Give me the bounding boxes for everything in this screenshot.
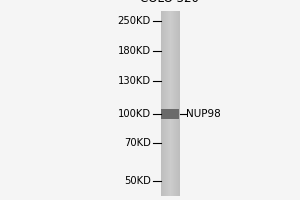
Bar	[166, 11, 167, 196]
Bar	[174, 11, 175, 196]
Bar	[170, 11, 171, 196]
Bar	[165, 11, 166, 196]
Bar	[178, 11, 179, 196]
Bar	[172, 11, 173, 196]
Text: 70KD: 70KD	[124, 138, 151, 148]
Text: 130KD: 130KD	[118, 76, 151, 86]
Bar	[169, 11, 170, 196]
Bar	[175, 11, 176, 196]
Bar	[169, 11, 170, 196]
Bar	[176, 11, 177, 196]
Text: 50KD: 50KD	[124, 176, 151, 186]
Bar	[164, 11, 165, 196]
Text: COLO 320: COLO 320	[140, 0, 199, 5]
Bar	[177, 11, 178, 196]
Bar	[171, 11, 172, 196]
Text: 250KD: 250KD	[117, 16, 151, 26]
Text: 100KD: 100KD	[118, 109, 151, 119]
Bar	[173, 11, 174, 196]
Bar	[161, 109, 179, 119]
Bar	[161, 11, 162, 196]
Bar	[163, 11, 164, 196]
Bar	[162, 11, 163, 196]
Bar	[167, 11, 168, 196]
Bar	[168, 11, 169, 196]
Bar	[179, 11, 180, 196]
Bar	[160, 11, 161, 196]
Text: 180KD: 180KD	[118, 46, 151, 56]
Text: NUP98: NUP98	[186, 109, 221, 119]
